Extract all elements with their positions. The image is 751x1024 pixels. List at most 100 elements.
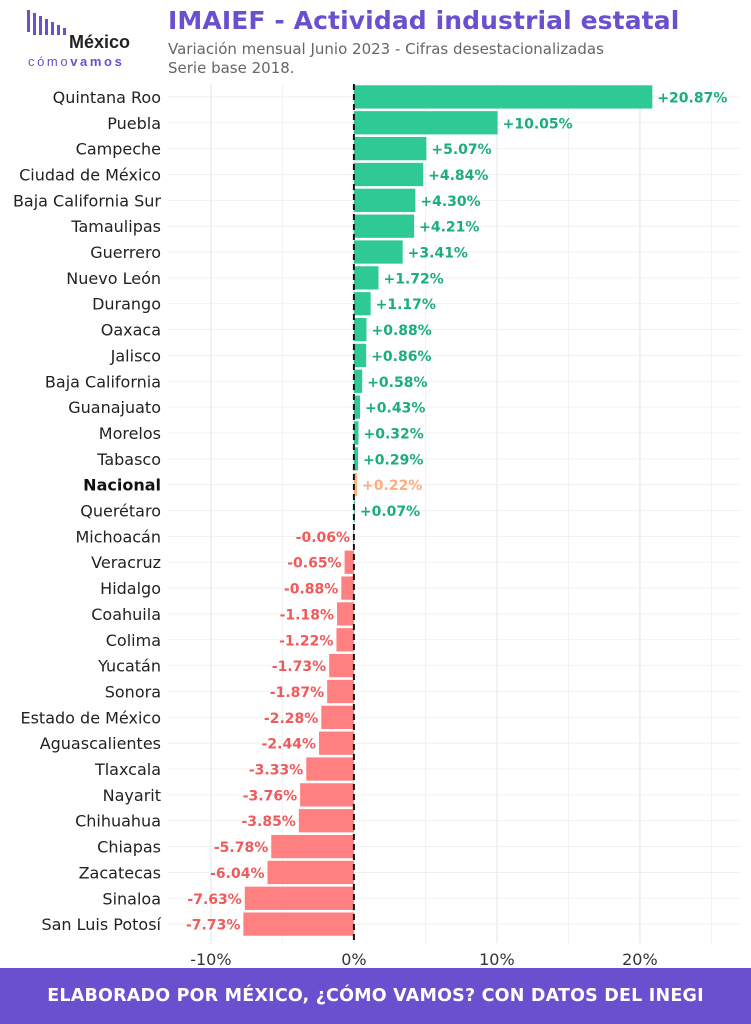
- subtitle-line-2: Serie base 2018.: [168, 59, 295, 77]
- bar-colima: [336, 628, 354, 652]
- category-label: Oaxaca: [101, 321, 161, 340]
- category-label: Zacatecas: [79, 863, 161, 882]
- bar-durango: [353, 292, 371, 316]
- category-label: Jalisco: [110, 346, 161, 365]
- data-label: -3.85%: [241, 814, 295, 830]
- subtitle-line-1: Variación mensual Junio 2023 - Cifras de…: [168, 40, 604, 58]
- category-label: Nuevo León: [66, 269, 161, 288]
- tick-label-layer: -10% 0% 10% 20%: [190, 950, 657, 968]
- category-label: Ciudad de México: [19, 165, 161, 184]
- category-label: Michoacán: [75, 527, 161, 546]
- page-title: IMAIEF - Actividad industrial estatal: [168, 6, 680, 35]
- data-label: -7.73%: [186, 918, 240, 934]
- bar-ciudad-de-méxico: [353, 162, 424, 187]
- category-label: Morelos: [99, 424, 161, 443]
- logo-bars-icon: [27, 10, 66, 35]
- bar-chihuahua: [298, 809, 354, 833]
- category-label: Tamaulipas: [70, 217, 161, 236]
- data-label: -1.87%: [270, 685, 324, 701]
- data-label: -3.33%: [249, 763, 303, 779]
- data-label: +20.87%: [657, 90, 727, 106]
- data-label: -0.88%: [284, 582, 338, 598]
- bar-chart: +20.87% +10.05% +5.07% +4.84% +4.30% +4.21% +3…: [13, 84, 740, 968]
- data-label: -7.63%: [187, 892, 241, 908]
- bar-hidalgo: [341, 576, 354, 600]
- bar-querétaro: [353, 498, 355, 523]
- category-label: Chihuahua: [75, 812, 161, 831]
- footer-banner: ELABORADO POR MÉXICO, ¿CÓMO VAMOS? CON D…: [0, 968, 751, 1024]
- bar-quintana-roo: [353, 85, 653, 109]
- data-label: -0.06%: [296, 530, 350, 546]
- data-label: +0.32%: [363, 426, 423, 442]
- bar-tabasco: [353, 447, 359, 471]
- data-label: +0.86%: [371, 349, 431, 365]
- category-label: Aguascalientes: [40, 734, 161, 753]
- header: México cómovamos IMAIEF - Actividad indu…: [0, 0, 751, 84]
- category-label: Veracruz: [91, 553, 161, 572]
- data-label: -6.04%: [210, 866, 264, 882]
- data-label: +4.21%: [419, 220, 479, 236]
- data-label: +0.22%: [362, 478, 422, 494]
- logo-tagline-suffix: vamos: [70, 54, 124, 68]
- category-label: Campeche: [76, 140, 161, 159]
- category-label: Sonora: [105, 682, 161, 701]
- data-label: -2.28%: [264, 711, 318, 727]
- category-label: Nacional: [83, 476, 161, 495]
- bar-chiapas: [271, 834, 354, 859]
- bar-tlaxcala: [306, 757, 354, 781]
- category-label: Colima: [106, 631, 161, 650]
- bar-zacatecas: [267, 860, 354, 885]
- category-label: Quintana Roo: [53, 88, 161, 107]
- category-label: Yucatán: [97, 657, 161, 676]
- category-label: Hidalgo: [100, 579, 161, 598]
- data-label: +4.30%: [420, 194, 480, 210]
- category-label: Guanajuato: [68, 398, 161, 417]
- data-label: +3.41%: [408, 246, 468, 262]
- data-label: -5.78%: [214, 840, 268, 856]
- data-label: -0.65%: [287, 556, 341, 572]
- data-label: +0.43%: [365, 401, 425, 417]
- data-label: -1.73%: [272, 659, 326, 675]
- data-label: -1.22%: [279, 633, 333, 649]
- mexico-como-vamos-logo: México cómovamos: [27, 10, 130, 68]
- category-label: Sinaloa: [102, 889, 161, 908]
- category-label: Querétaro: [80, 502, 161, 521]
- category-label: San Luis Potosí: [41, 915, 161, 934]
- bar-nuevo-león: [353, 266, 379, 290]
- grid-layer: [168, 84, 740, 944]
- data-label: +0.88%: [371, 323, 431, 339]
- data-label: -1.18%: [280, 607, 334, 623]
- bar-nayarit: [300, 783, 354, 807]
- bar-baja-california-sur: [353, 188, 416, 212]
- data-label: -2.44%: [262, 737, 316, 753]
- bar-baja-california: [353, 369, 363, 393]
- x-tick-label: -10%: [190, 950, 231, 968]
- data-label: +0.58%: [367, 375, 427, 391]
- category-label-layer: Quintana Roo Puebla Campeche Ciudad de Méxi…: [13, 88, 162, 934]
- category-label: Tabasco: [96, 450, 161, 469]
- label-layer: +20.87% +10.05% +5.07% +4.84% +4.30% +4.21% +3…: [186, 90, 727, 933]
- page-subtitle: Variación mensual Junio 2023 - Cifras de…: [168, 40, 604, 78]
- bar-yucatán: [329, 653, 354, 678]
- bar-aguascalientes: [319, 731, 354, 755]
- bar-tamaulipas: [353, 214, 415, 238]
- bar-campeche: [353, 136, 427, 161]
- bar-oaxaca: [353, 317, 367, 342]
- category-label: Baja California Sur: [13, 191, 161, 210]
- bar-guerrero: [353, 240, 403, 264]
- x-tick-label: 20%: [622, 950, 658, 968]
- bar-san-luis-potosí: [243, 912, 354, 936]
- data-label: -3.76%: [243, 788, 297, 804]
- x-tick-label: 0%: [341, 950, 366, 968]
- category-label: Chiapas: [97, 838, 161, 857]
- bar-jalisco: [353, 343, 367, 368]
- logo-brand: México: [69, 32, 130, 52]
- data-label: +10.05%: [503, 116, 573, 132]
- category-label: Tlaxcala: [94, 760, 161, 779]
- x-tick-label: 10%: [479, 950, 515, 968]
- category-label: Coahuila: [91, 605, 161, 624]
- data-label: +1.72%: [383, 271, 443, 287]
- bar-layer: [243, 85, 653, 936]
- data-label: +1.17%: [376, 297, 436, 313]
- bar-veracruz: [344, 550, 354, 574]
